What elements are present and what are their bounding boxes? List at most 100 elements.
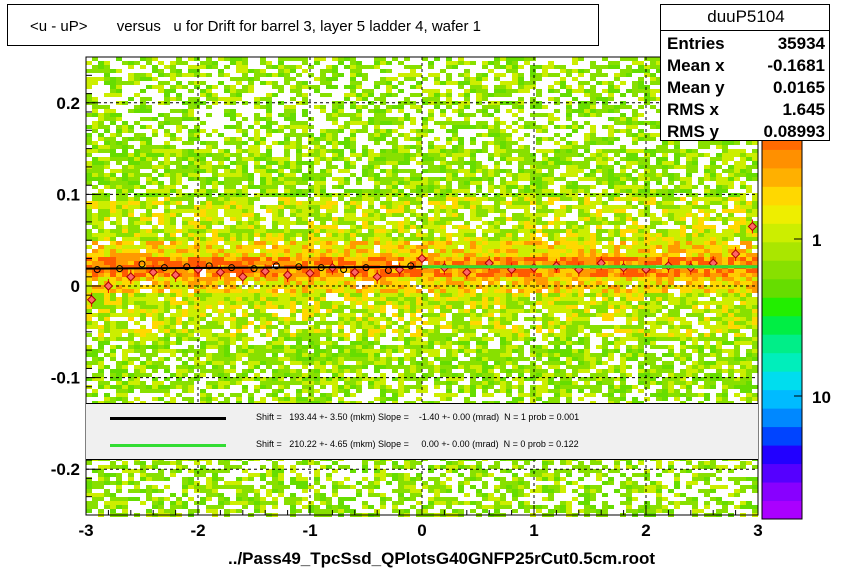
heatmap-cell [692, 161, 698, 165]
heatmap-cell [458, 277, 464, 281]
heatmap-cell [662, 157, 668, 161]
heatmap-cell [422, 133, 428, 137]
heatmap-cell [416, 249, 422, 253]
heatmap-cell [380, 189, 386, 193]
heatmap-cell [152, 117, 158, 121]
heatmap-cell [104, 245, 110, 249]
heatmap-cell [374, 165, 380, 169]
heatmap-cell [398, 245, 404, 249]
heatmap-cell [512, 297, 518, 301]
heatmap-cell [560, 125, 566, 129]
heatmap-cell [554, 109, 560, 113]
heatmap-cell [428, 237, 434, 241]
heatmap-cell [284, 125, 290, 129]
heatmap-cell [308, 229, 314, 233]
heatmap-cell [638, 97, 644, 101]
heatmap-cell [452, 129, 458, 133]
heatmap-cell [260, 257, 266, 261]
heatmap-cell [194, 85, 200, 89]
heatmap-cell [668, 141, 674, 145]
heatmap-cell [410, 65, 416, 69]
heatmap-cell [620, 281, 626, 285]
heatmap-cell [368, 237, 374, 241]
heatmap-cell [518, 97, 524, 101]
heatmap-cell [632, 69, 638, 73]
heatmap-cell [608, 165, 614, 169]
heatmap-cell [272, 285, 278, 289]
heatmap-cell [698, 177, 704, 181]
heatmap-cell [344, 205, 350, 209]
heatmap-cell [614, 229, 620, 233]
heatmap-cell [602, 269, 608, 273]
heatmap-cell [308, 73, 314, 77]
heatmap-cell [518, 205, 524, 209]
heatmap-cell [212, 129, 218, 133]
heatmap-cell [740, 297, 746, 301]
heatmap-cell [410, 93, 416, 97]
heatmap-cell [146, 109, 152, 113]
heatmap-cell [404, 229, 410, 233]
heatmap-cell [380, 109, 386, 113]
heatmap-cell [590, 169, 596, 173]
heatmap-cell [518, 197, 524, 201]
heatmap-cell [500, 277, 506, 281]
heatmap-cell [602, 193, 608, 197]
heatmap-cell [608, 105, 614, 109]
heatmap-cell [218, 253, 224, 257]
heatmap-cell [242, 133, 248, 137]
heatmap-cell [104, 165, 110, 169]
heatmap-cell [398, 157, 404, 161]
heatmap-cell [554, 273, 560, 277]
heatmap-cell [386, 149, 392, 153]
heatmap-cell [128, 177, 134, 181]
heatmap-cell [440, 289, 446, 293]
heatmap-cell [92, 121, 98, 125]
heatmap-cell [128, 161, 134, 165]
heatmap-cell [98, 229, 104, 233]
heatmap-cell [248, 145, 254, 149]
heatmap-cell [590, 277, 596, 281]
heatmap-cell [344, 113, 350, 117]
heatmap-cell [104, 209, 110, 213]
heatmap-cell [122, 301, 128, 305]
heatmap-cell [404, 97, 410, 101]
heatmap-cell [530, 177, 536, 181]
heatmap-cell [332, 57, 338, 61]
heatmap-cell [734, 229, 740, 233]
heatmap-cell [200, 181, 206, 185]
heatmap-cell [260, 137, 266, 141]
heatmap-cell [98, 253, 104, 257]
heatmap-cell [326, 217, 332, 221]
heatmap-cell [296, 269, 302, 273]
heatmap-cell [560, 229, 566, 233]
heatmap-cell [416, 193, 422, 197]
heatmap-cell [512, 253, 518, 257]
heatmap-cell [686, 277, 692, 281]
heatmap-cell [368, 233, 374, 237]
heatmap-cell [344, 257, 350, 261]
heatmap-cell [494, 249, 500, 253]
heatmap-cell [644, 169, 650, 173]
heatmap-cell [542, 205, 548, 209]
heatmap-cell [248, 233, 254, 237]
heatmap-cell [608, 233, 614, 237]
heatmap-cell [110, 281, 116, 285]
heatmap-cell [260, 105, 266, 109]
heatmap-cell [578, 185, 584, 189]
heatmap-cell [224, 109, 230, 113]
heatmap-cell [518, 65, 524, 69]
heatmap-cell [512, 197, 518, 201]
heatmap-cell [740, 225, 746, 229]
heatmap-cell [548, 269, 554, 273]
heatmap-cell [218, 277, 224, 281]
heatmap-cell [740, 241, 746, 245]
heatmap-cell [242, 237, 248, 241]
heatmap-cell [188, 249, 194, 253]
heatmap-cell [620, 113, 626, 117]
heatmap-cell [518, 257, 524, 261]
heatmap-cell [290, 297, 296, 301]
heatmap-cell [344, 261, 350, 265]
heatmap-cell [374, 293, 380, 297]
heatmap-cell [236, 145, 242, 149]
heatmap-cell [494, 89, 500, 93]
